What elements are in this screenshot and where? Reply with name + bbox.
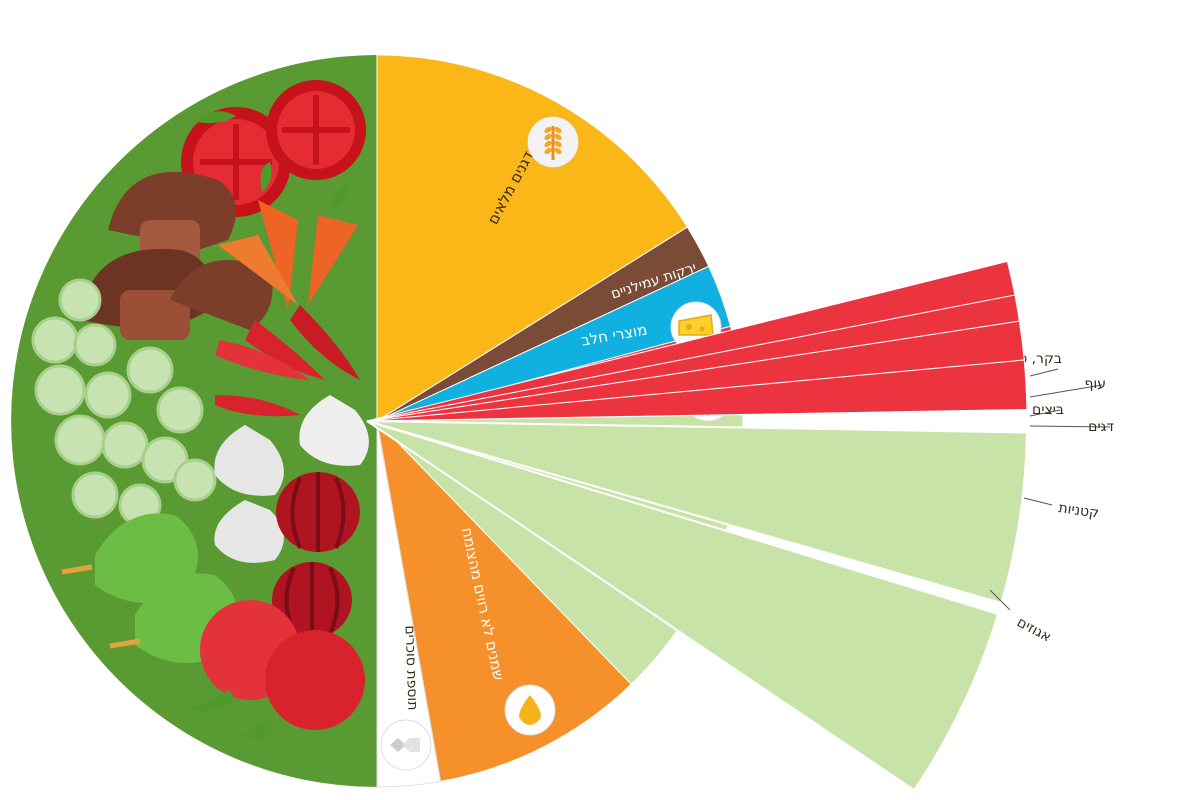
carrot-icon [218, 162, 358, 310]
animal-breakdown-wedge [366, 359, 1028, 422]
mushroom-icon [80, 171, 273, 340]
apple-icon [190, 600, 365, 739]
wheat-icon [527, 116, 579, 168]
broccoli-icon [31, 278, 217, 527]
chili-icon [215, 305, 360, 417]
garlic-icon [214, 395, 369, 563]
leader-line [1029, 368, 1059, 377]
leader-line [1023, 497, 1053, 506]
sugar-cubes-icon [380, 719, 432, 771]
leader-line [1029, 409, 1061, 417]
oil-drop-icon [504, 684, 556, 736]
plant-breakdown-label: אגוזים [1014, 614, 1053, 645]
leader-line [1029, 425, 1111, 428]
vegetables-illustration [31, 80, 369, 739]
protein-breakdown: בקר, טלה וחזירעוףביציםדגיםקטניותאגוזים [366, 260, 1114, 792]
plant-breakdown-wedge [366, 420, 1028, 605]
segment-unsaturated-oils [376, 419, 632, 783]
leader-line [1029, 384, 1103, 398]
plant-breakdown-label: קטניות [1057, 500, 1100, 522]
animal-breakdown-label: דגים [1088, 419, 1114, 435]
segment-label-added-sugars: תוספת סוכרים [402, 625, 421, 711]
animal-breakdown-label: עוף [1084, 376, 1106, 392]
onion-icon [272, 472, 360, 638]
segment-whole-grains [376, 54, 689, 422]
leader-line [989, 589, 1011, 611]
animal-breakdown-label: ביצים [1032, 402, 1064, 418]
segment-added-sugars [376, 420, 442, 788]
plant-breakdown-wedge [366, 420, 1000, 792]
